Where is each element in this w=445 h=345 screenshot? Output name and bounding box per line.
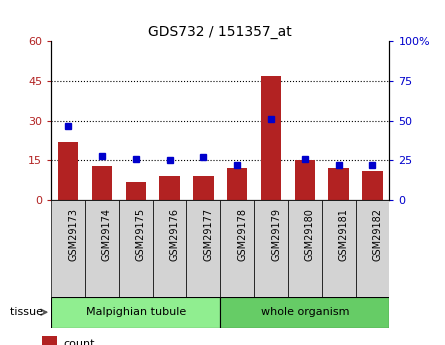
- Bar: [153, 200, 186, 297]
- Text: Malpighian tubule: Malpighian tubule: [85, 307, 186, 317]
- Text: GSM29178: GSM29178: [237, 208, 247, 261]
- Bar: [227, 168, 247, 200]
- Text: tissue: tissue: [10, 307, 47, 317]
- Bar: [42, 336, 57, 345]
- Bar: [322, 200, 356, 297]
- Bar: [220, 297, 389, 328]
- Bar: [288, 200, 322, 297]
- Bar: [58, 142, 78, 200]
- Text: whole organism: whole organism: [261, 307, 349, 317]
- Text: GSM29173: GSM29173: [68, 208, 78, 261]
- Text: GSM29177: GSM29177: [203, 208, 213, 261]
- Text: GSM29174: GSM29174: [102, 208, 112, 261]
- Bar: [261, 76, 281, 200]
- Text: count: count: [64, 339, 95, 345]
- Bar: [356, 200, 389, 297]
- Bar: [125, 181, 146, 200]
- Bar: [92, 166, 112, 200]
- Bar: [159, 176, 180, 200]
- Text: GSM29181: GSM29181: [339, 208, 348, 261]
- Bar: [119, 200, 153, 297]
- Title: GDS732 / 151357_at: GDS732 / 151357_at: [148, 25, 292, 39]
- Text: GSM29176: GSM29176: [170, 208, 179, 261]
- Text: GSM29179: GSM29179: [271, 208, 281, 261]
- Text: GSM29182: GSM29182: [372, 208, 382, 261]
- Bar: [254, 200, 288, 297]
- Bar: [85, 200, 119, 297]
- Bar: [220, 200, 254, 297]
- Bar: [51, 297, 220, 328]
- Bar: [51, 200, 85, 297]
- Bar: [362, 171, 383, 200]
- Bar: [295, 160, 315, 200]
- Bar: [186, 200, 220, 297]
- Bar: [328, 168, 349, 200]
- Bar: [193, 176, 214, 200]
- Text: GSM29175: GSM29175: [136, 208, 146, 261]
- Text: GSM29180: GSM29180: [305, 208, 315, 261]
